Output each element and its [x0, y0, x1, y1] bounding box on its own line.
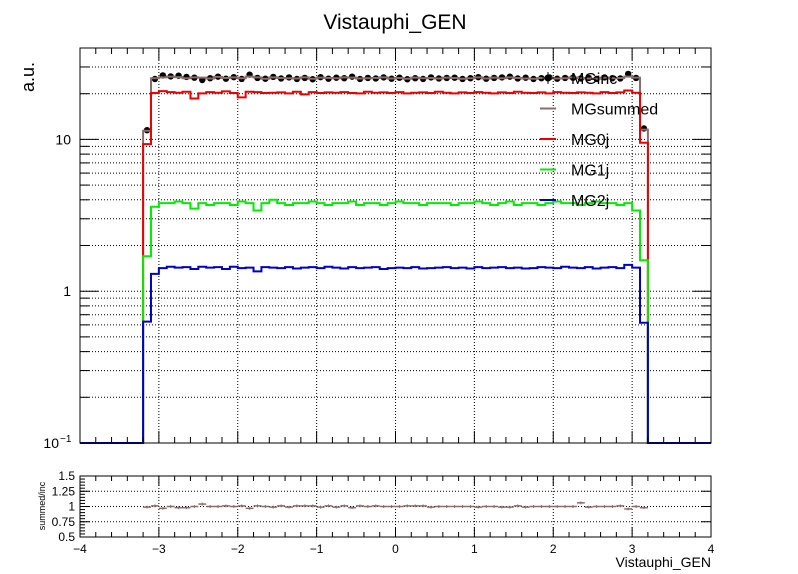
data-point-mginc — [624, 70, 632, 78]
legend-label-mgsummed: MGsummed — [571, 102, 658, 119]
y-tick-label: 10 — [43, 435, 59, 451]
chart-title: Vistauphi_GEN — [323, 11, 466, 34]
legend-label-mginc: MGinc — [571, 71, 617, 88]
ratio-y-axis-label: summed/inc — [37, 481, 47, 530]
legend-label-mg2j: MG2j — [571, 193, 609, 210]
legend-label-mg1j: MG1j — [571, 163, 609, 180]
x-tick-label: 2 — [550, 542, 557, 556]
series-line-mgsummed — [80, 75, 711, 444]
x-tick-label: 4 — [708, 542, 715, 556]
x-tick-label: −3 — [152, 542, 166, 556]
x-tick-label: 1 — [471, 542, 478, 556]
ratio-y-tick-label: 1 — [68, 500, 75, 514]
x-tick-label: −2 — [231, 542, 245, 556]
series-line-mg0j — [80, 89, 711, 444]
x-axis-label: Vistauphi_GEN — [616, 554, 711, 570]
ratio-y-tick-label: 1.25 — [52, 484, 76, 498]
ratio-y-tick-label: 0.75 — [52, 515, 76, 529]
x-tick-label: −4 — [73, 542, 87, 556]
legend-marker-mginc — [544, 74, 552, 82]
x-tick-label: −1 — [310, 542, 324, 556]
y-tick-label: 10 — [55, 131, 71, 147]
ratio-y-tick-label: 1.5 — [58, 469, 75, 483]
y-tick-label-exponent: −1 — [60, 434, 72, 445]
ratio-plot-panel: −4 −3 −2 −1 0 1 2 3 40.50.7511.251.5summed/incVi… — [37, 469, 715, 570]
x-tick-label: 3 — [629, 542, 636, 556]
legend-label-mg0j: MG0j — [571, 132, 609, 149]
ratio-y-tick-label: 0.5 — [58, 530, 75, 544]
series-line-mg2j — [80, 263, 711, 444]
series-line-mg1j — [80, 198, 711, 444]
data-point-mginc — [348, 73, 356, 80]
y-axis-label: a.u. — [18, 62, 38, 92]
y-tick-label: 1 — [63, 283, 71, 299]
data-point-mginc — [640, 125, 648, 132]
x-tick-label: 0 — [392, 542, 399, 556]
